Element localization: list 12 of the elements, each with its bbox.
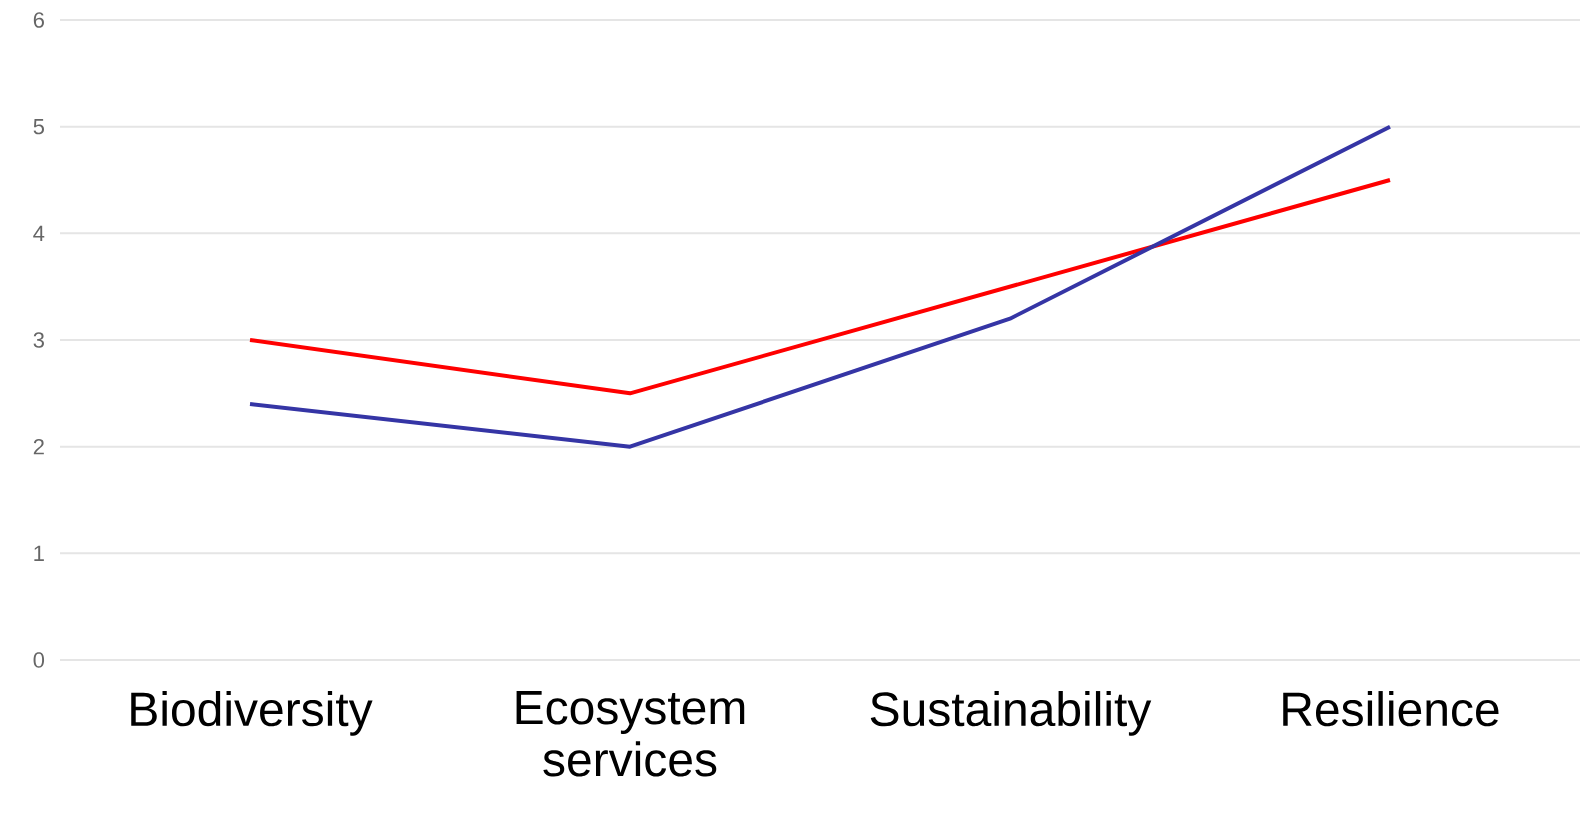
y-tick-label: 6 [33, 12, 44, 28]
y-tick-label: 3 [33, 332, 44, 348]
y-tick-label: 4 [33, 225, 45, 241]
y-tick-label: 2 [33, 439, 44, 455]
x-tick-label: Ecosystem services [516, 691, 745, 777]
line-series [248, 124, 1392, 449]
x-tick-label: Resilience [1283, 691, 1499, 727]
x-tick-label: Biodiversity [131, 691, 373, 736]
x-tick-label: Sustainability [870, 691, 1152, 736]
y-tick-label: 5 [33, 119, 44, 135]
y-tick-label: 0 [33, 652, 45, 668]
y-tick-label: 1 [34, 545, 44, 561]
